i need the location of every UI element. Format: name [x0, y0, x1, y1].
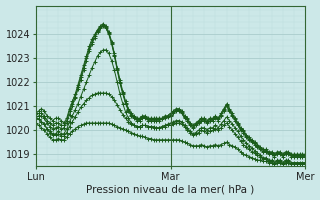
- X-axis label: Pression niveau de la mer( hPa ): Pression niveau de la mer( hPa ): [86, 184, 255, 194]
